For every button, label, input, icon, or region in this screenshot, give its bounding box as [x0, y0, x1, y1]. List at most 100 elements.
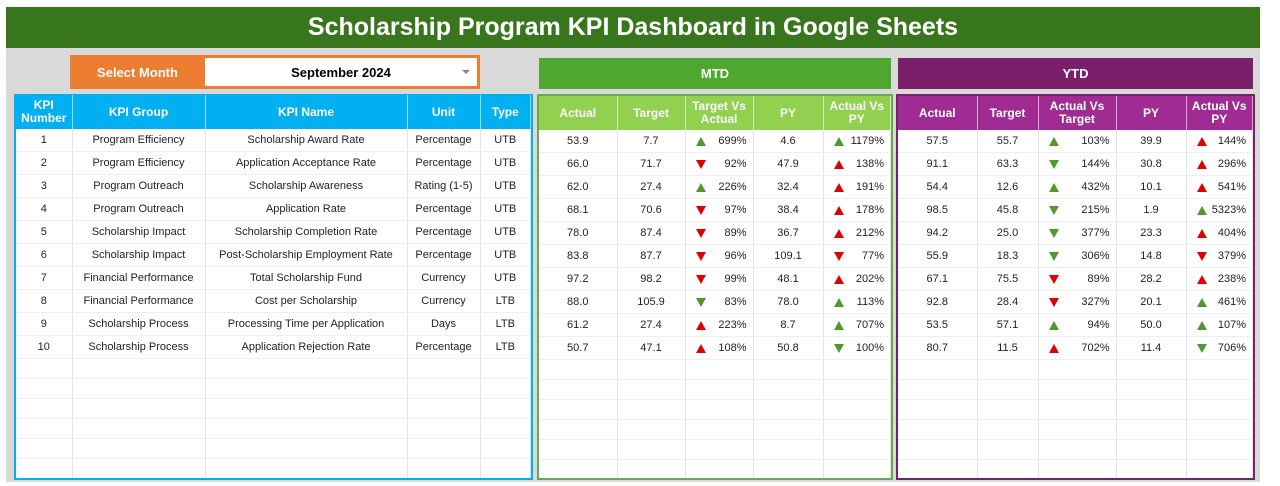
kpi-num-cell: 4	[16, 197, 73, 221]
ytd-value-cell: 80.7	[898, 336, 978, 360]
mtd-percent: 226%	[718, 181, 747, 193]
mtd-percent: 96%	[724, 250, 747, 262]
ytd-value-cell: 23.3	[1116, 221, 1187, 245]
empty-cell	[898, 439, 978, 460]
mtd-comparison-cell: 1179%	[823, 130, 891, 153]
mtd-value-cell: 8.7	[753, 313, 824, 337]
ytd-comparison-cell: 306%	[1038, 244, 1117, 268]
empty-cell	[977, 399, 1039, 420]
ytd-banner: YTD	[898, 58, 1253, 89]
empty-cell	[539, 399, 618, 420]
ytd-value-cell: 55.7	[977, 130, 1039, 153]
empty-cell	[1186, 399, 1253, 420]
ytd-value-cell: 91.1	[898, 152, 978, 176]
ytd-percent: 461%	[1217, 296, 1246, 308]
ytd-value-cell: 25.0	[977, 221, 1039, 245]
empty-cell	[617, 419, 686, 440]
ytd-value-cell: 30.8	[1116, 152, 1187, 176]
triangle-down-icon	[833, 343, 844, 353]
chevron-down-icon[interactable]	[462, 70, 470, 74]
empty-row	[539, 399, 891, 420]
kpi-table: KPI Number KPI Group KPI Name Unit Type 1 Prog…	[14, 94, 533, 480]
empty-cell	[753, 419, 824, 440]
mtd-value-cell: 53.9	[539, 130, 618, 153]
empty-row	[898, 459, 1253, 478]
ytd-header-4: Actual Vs PY	[1186, 96, 1253, 130]
kpi-name-cell: Cost per Scholarship	[205, 289, 408, 313]
table-row: 61.2 27.4 223% 8.7 707%	[539, 313, 891, 337]
triangle-up-icon	[1048, 136, 1059, 146]
ytd-value-cell: 1.9	[1116, 198, 1187, 222]
ytd-value-cell: 50.0	[1116, 313, 1187, 337]
ytd-percent: 238%	[1217, 273, 1246, 285]
ytd-percent: 306%	[1081, 250, 1110, 262]
empty-cell	[617, 399, 686, 420]
ytd-percent: 706%	[1217, 342, 1246, 354]
kpi-name-cell: Application Acceptance Rate	[205, 151, 408, 175]
empty-row	[16, 438, 531, 459]
kpi-group-cell: Scholarship Process	[72, 335, 206, 359]
kpi-type-cell: LTB	[480, 335, 531, 359]
empty-cell	[685, 459, 754, 478]
empty-cell	[977, 359, 1039, 380]
empty-cell	[72, 358, 206, 379]
table-row: 67.1 75.5 89% 28.2 238%	[898, 267, 1253, 291]
mtd-value-cell: 87.7	[617, 244, 686, 268]
table-row: 83.8 87.7 96% 109.1 77%	[539, 244, 891, 268]
kpi-unit-cell: Rating (1-5)	[407, 174, 481, 198]
mtd-comparison-cell: 100%	[823, 336, 891, 360]
kpi-unit-cell: Percentage	[407, 335, 481, 359]
ytd-comparison-cell: 103%	[1038, 130, 1117, 153]
table-row: 66.0 71.7 92% 47.9 138%	[539, 152, 891, 176]
kpi-type-cell: LTB	[480, 289, 531, 313]
empty-cell	[480, 358, 531, 379]
mtd-value-cell: 47.1	[617, 336, 686, 360]
mtd-percent: 77%	[861, 250, 884, 262]
empty-row	[898, 379, 1253, 400]
kpi-group-cell: Financial Performance	[72, 289, 206, 313]
mtd-percent: 97%	[724, 204, 747, 216]
month-dropdown[interactable]: September 2024	[205, 58, 477, 86]
kpi-header-0: KPI Number	[16, 95, 73, 129]
empty-cell	[898, 419, 978, 440]
empty-row	[539, 379, 891, 400]
ytd-percent: 144%	[1081, 158, 1110, 170]
empty-cell	[16, 398, 73, 419]
ytd-value-cell: 20.1	[1116, 290, 1187, 314]
ytd-value-cell: 63.3	[977, 152, 1039, 176]
mtd-value-cell: 78.0	[539, 221, 618, 245]
mtd-value-cell: 48.1	[753, 267, 824, 291]
ytd-percent: 379%	[1217, 250, 1246, 262]
empty-row	[898, 359, 1253, 380]
mtd-percent: 202%	[855, 273, 884, 285]
empty-cell	[898, 459, 978, 478]
mtd-value-cell: 78.0	[753, 290, 824, 314]
empty-cell	[753, 399, 824, 420]
ytd-value-cell: 57.1	[977, 313, 1039, 337]
mtd-percent: 100%	[855, 342, 884, 354]
ytd-value-cell: 75.5	[977, 267, 1039, 291]
kpi-name-cell: Application Rate	[205, 197, 408, 221]
ytd-value-cell: 18.3	[977, 244, 1039, 268]
triangle-down-icon	[695, 251, 706, 261]
table-row: 7 Financial Performance Total Scholarship …	[16, 266, 531, 290]
empty-row	[16, 358, 531, 379]
ytd-value-cell: 55.9	[898, 244, 978, 268]
empty-cell	[480, 418, 531, 439]
empty-cell	[1186, 439, 1253, 460]
kpi-unit-cell: Percentage	[407, 220, 481, 244]
empty-cell	[1116, 399, 1187, 420]
mtd-banner: MTD	[539, 58, 891, 89]
mtd-value-cell: 66.0	[539, 152, 618, 176]
ytd-comparison-cell: 5323%	[1186, 198, 1253, 222]
empty-cell	[977, 459, 1039, 478]
empty-cell	[407, 418, 481, 439]
empty-cell	[753, 439, 824, 460]
empty-cell	[823, 419, 891, 440]
triangle-up-icon	[695, 136, 706, 146]
mtd-comparison-cell: 89%	[685, 221, 754, 245]
mtd-percent: 223%	[718, 319, 747, 331]
ytd-percent: 107%	[1217, 319, 1246, 331]
empty-cell	[205, 398, 408, 419]
kpi-group-cell: Program Outreach	[72, 174, 206, 198]
